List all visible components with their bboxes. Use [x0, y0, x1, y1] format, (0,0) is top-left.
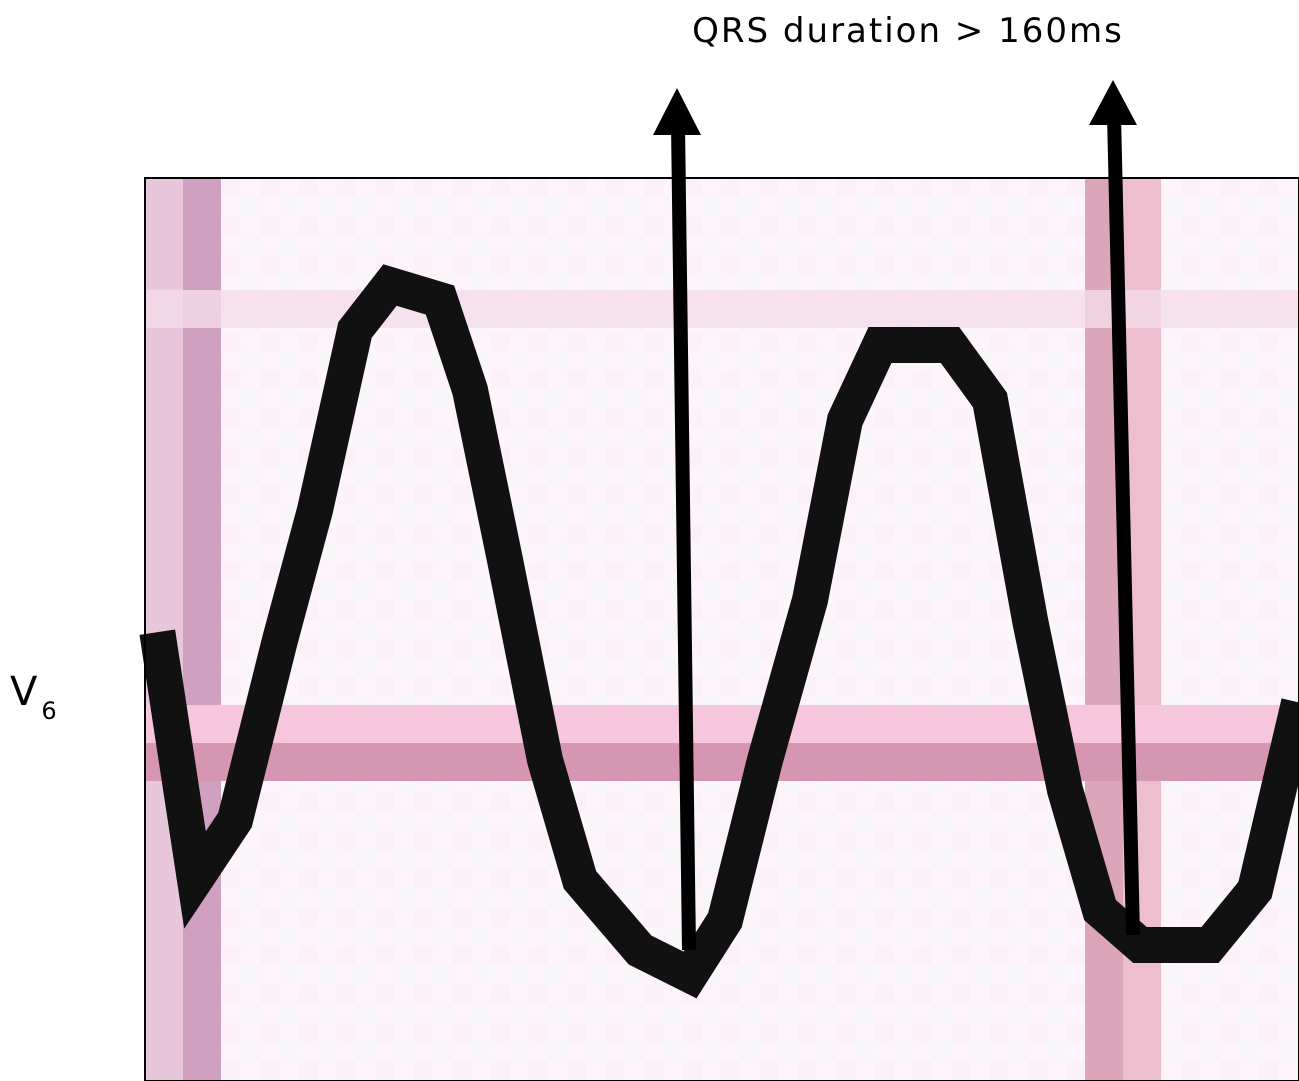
arrow-head	[653, 88, 701, 135]
arrow-head	[1089, 80, 1137, 125]
lead-letter: V	[10, 669, 38, 715]
grid-band	[145, 290, 1299, 328]
figure: QRS duration > 160ms V6	[0, 0, 1299, 1081]
page: QRS duration > 160ms V6 (() => { const d…	[0, 0, 1299, 1081]
lead-subscript: 6	[41, 697, 56, 725]
annotation: QRS duration > 160ms	[692, 11, 1124, 51]
